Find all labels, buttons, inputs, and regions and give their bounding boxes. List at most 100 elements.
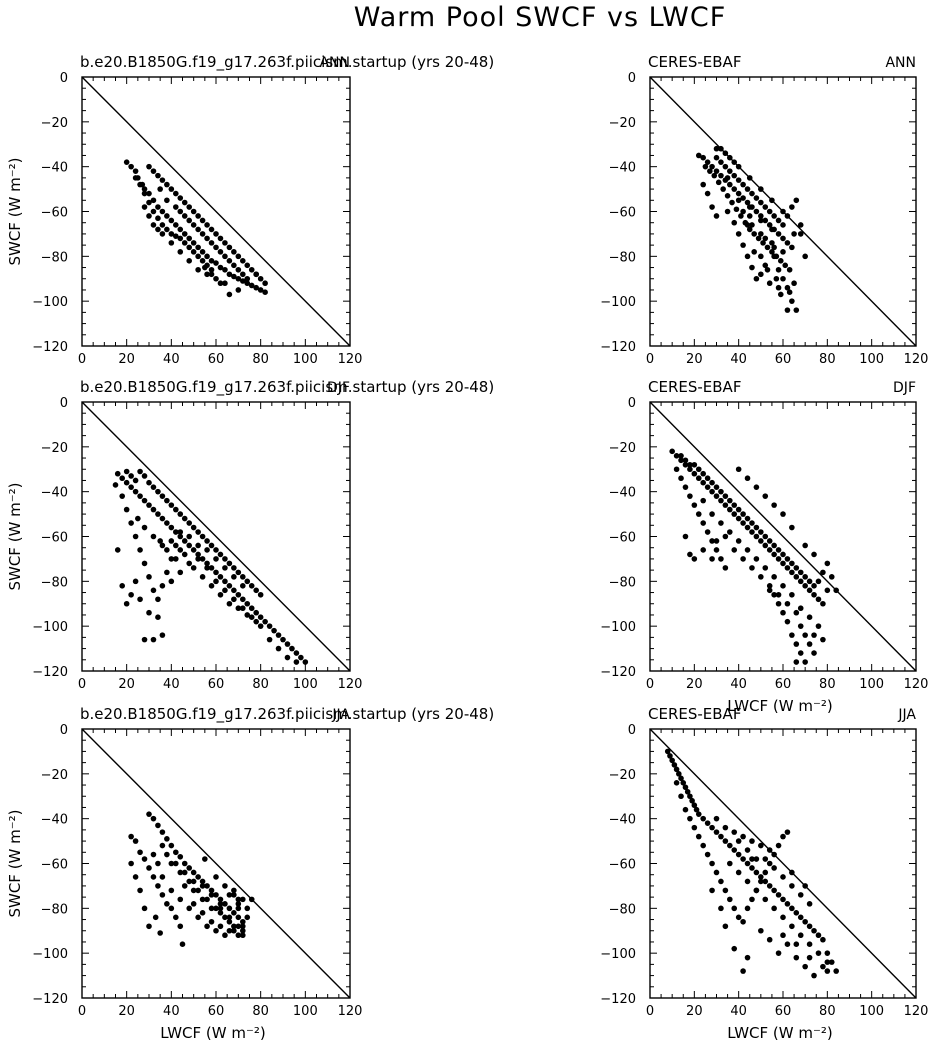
obs-djf-data-point (766, 587, 773, 594)
model-djf-x-tick-label: 40 (163, 677, 180, 692)
model-jja-y-tick-label: −20 (41, 768, 68, 783)
model-jja-data-point (177, 869, 184, 876)
model-jja-data-point (159, 842, 166, 849)
obs-djf-data-point (713, 538, 720, 544)
obs-jja-data-point (691, 802, 698, 809)
obs-ann-data-point (771, 253, 777, 260)
model-jja-data-point (168, 887, 175, 894)
obs-jja-data-point (687, 793, 693, 800)
obs-djf-data-point (771, 591, 777, 598)
model-djf-data-point (155, 511, 161, 517)
model-ann-data-point (231, 273, 237, 280)
model-jja-data-point (190, 901, 197, 907)
model-djf-data-point (186, 560, 192, 567)
model-djf-data-point (257, 614, 264, 620)
model-jja-data-point (204, 883, 210, 889)
obs-jja-data-point (753, 869, 760, 876)
obs-jja-data-point (731, 945, 738, 952)
model-ann-data-point (190, 249, 197, 255)
obs-ann-data-point (773, 275, 780, 282)
model-jja-data-point (226, 918, 233, 925)
model-ann-data-point (204, 271, 210, 278)
obs-ann-data-point (753, 195, 760, 201)
obs-jja-data-point (680, 780, 687, 786)
model-djf-y-axis-label: SWCF (W m⁻²) (6, 482, 24, 590)
obs-jja-data-point (671, 762, 678, 768)
model-jja-data-point (217, 901, 224, 907)
obs-djf-data-point (797, 578, 804, 585)
model-djf-data-point (132, 477, 139, 484)
model-ann-data-point (262, 280, 268, 287)
model-djf-data-point (195, 529, 201, 535)
model-ann-data-point (168, 240, 175, 246)
obs-djf-x-tick-label: 60 (775, 677, 792, 692)
obs-jja-data-point (744, 878, 751, 885)
obs-ann-data-point (764, 244, 771, 251)
model-djf-x-tick-label: 20 (118, 677, 135, 692)
model-ann-data-point (168, 217, 175, 224)
obs-djf-data-point (758, 529, 764, 535)
model-ann-data-point (213, 231, 219, 237)
obs-ann-data-point (713, 145, 720, 152)
model-jja-data-point (146, 865, 152, 871)
model-ann-data-point (195, 253, 201, 260)
obs-jja-data-point (784, 829, 791, 835)
model-djf-data-point (173, 529, 179, 535)
obs-djf-data-point (753, 484, 760, 490)
model-ann-data-point (173, 190, 179, 197)
model-jja-data-point (141, 905, 148, 912)
model-djf-data-point (168, 538, 175, 544)
model-jja-data-point (164, 851, 170, 858)
model-ann-data-point (208, 271, 215, 278)
model-djf-data-point (266, 636, 273, 643)
obs-ann-data-point (771, 244, 777, 251)
obs-djf-data-point (793, 609, 800, 616)
model-djf-data-point (164, 497, 170, 504)
model-ann-data-point (195, 244, 201, 251)
obs-ann-data-point (731, 186, 738, 192)
obs-ann-x-tick-label: 120 (904, 352, 929, 367)
model-ann-data-point (190, 240, 197, 246)
model-jja-data-point (235, 923, 242, 930)
model-djf-data-point (217, 551, 224, 558)
model-ann-data-point (150, 168, 157, 174)
obs-djf-data-point (784, 556, 791, 562)
obs-jja-data-point (676, 771, 682, 777)
model-jja-x-tick-label: 40 (163, 1004, 180, 1019)
obs-jja-data-point (806, 954, 813, 961)
obs-jja-x-tick-label: 40 (730, 1004, 747, 1019)
model-ann-data-point (222, 240, 228, 246)
obs-djf-data-point (762, 493, 769, 499)
obs-ann-data-point (758, 217, 764, 224)
model-jja-data-point (240, 896, 246, 903)
obs-jja-data-point (793, 910, 800, 916)
model-jja-data-point (146, 811, 152, 817)
model-jja-data-point (132, 874, 139, 880)
model-djf-data-point (150, 587, 157, 594)
obs-jja-data-point (784, 941, 791, 947)
obs-ann-data-point (791, 280, 797, 287)
obs-jja-data-point (806, 941, 813, 947)
obs-ann-data-point (784, 307, 791, 313)
model-jja-data-point (240, 918, 246, 925)
model-ann-y-tick-label: −120 (32, 340, 68, 355)
obs-djf-data-point (784, 618, 791, 625)
model-djf-data-point (181, 515, 188, 522)
model-jja-data-point (195, 914, 201, 921)
obs-djf-data-point (709, 479, 715, 486)
obs-ann-data-point (735, 177, 742, 183)
model-jja-data-point (240, 927, 246, 934)
obs-djf-data-point (815, 623, 822, 629)
model-ann-data-point (199, 231, 206, 237)
obs-djf-data-point (793, 574, 800, 580)
obs-ann-data-point (700, 181, 706, 188)
obs-jja-data-point (797, 914, 804, 921)
model-ann-data-point (235, 287, 242, 293)
obs-djf-data-point (749, 565, 755, 571)
obs-djf-data-point (771, 542, 777, 549)
model-djf-data-point (164, 520, 170, 526)
obs-djf-data-point (718, 556, 724, 562)
obs-djf-data-point (833, 587, 839, 594)
obs-ann-data-point (729, 199, 735, 206)
